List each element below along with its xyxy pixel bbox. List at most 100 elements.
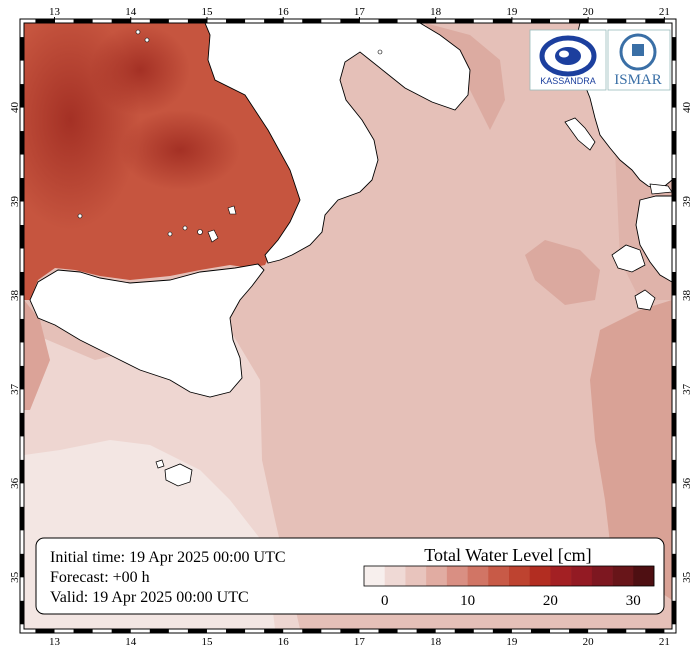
legend-tick-label: 30 <box>626 593 641 609</box>
border-check-left <box>20 600 24 625</box>
border-check-left <box>20 506 24 531</box>
land-sicily <box>29 263 265 398</box>
lat-tick-label-left: 37 <box>9 383 21 395</box>
land-kefalonia <box>611 244 646 273</box>
border-check-left <box>20 84 24 108</box>
border-check-bottom <box>149 629 169 633</box>
border-check-top <box>226 19 246 23</box>
border-check-top <box>645 19 665 23</box>
lon-tick-label-top: 14 <box>125 6 137 18</box>
border-check-left <box>20 271 24 296</box>
border-check-top <box>111 19 131 23</box>
legend-tick-label: 10 <box>460 593 475 609</box>
lon-tick-label-bottom: 18 <box>430 636 442 648</box>
legend-tick-label: 20 <box>543 593 558 609</box>
land-aeolian-2 <box>227 205 237 215</box>
border-check-top <box>607 19 627 23</box>
border-check-left <box>20 318 24 343</box>
border-check-right <box>672 178 676 202</box>
border-check-top <box>454 19 474 23</box>
legend-tick-label: 0 <box>381 593 389 609</box>
lat-tick-label-right: 38 <box>681 289 693 301</box>
lon-tick-label-bottom: 16 <box>278 636 290 648</box>
initial-time-text: Initial time: 19 Apr 2025 00:00 UTC <box>50 549 286 566</box>
land-ischia <box>135 29 141 35</box>
land-peloponnese <box>635 195 672 283</box>
legend-swatch <box>364 566 386 586</box>
map-border-scale <box>20 19 676 633</box>
border-check-right <box>672 271 676 296</box>
land-lefkada <box>649 183 672 195</box>
border-check-left <box>20 365 24 390</box>
border-check-bottom <box>607 629 627 633</box>
lon-tick-label-top: 13 <box>49 6 61 18</box>
border-check-right <box>672 412 676 437</box>
border-check-bottom <box>530 629 551 633</box>
border-check-right <box>672 600 676 625</box>
border-check-left <box>20 225 24 249</box>
info-panel: Initial time: 19 Apr 2025 00:00 UTC Fore… <box>35 537 665 615</box>
border-check-right <box>672 225 676 249</box>
border-check-top <box>378 19 398 23</box>
border-check-bottom <box>340 629 360 633</box>
lon-tick-label-top: 21 <box>659 6 670 18</box>
land-ustica <box>77 213 83 219</box>
border-check-bottom <box>569 629 589 633</box>
lon-tick-label-top: 16 <box>278 6 290 18</box>
lat-tick-label-left: 40 <box>9 102 21 114</box>
legend-swatch <box>550 566 572 586</box>
lat-tick-label-right: 40 <box>681 102 693 114</box>
lat-tick-label-left: 36 <box>9 477 21 489</box>
color-legend: Total Water Level [cm] 0 10 20 30 <box>363 545 655 609</box>
border-check-top <box>340 19 360 23</box>
border-check-top <box>149 19 169 23</box>
logos: KASSANDRA ISMAR <box>529 29 671 91</box>
legend-swatch <box>612 566 634 586</box>
lon-tick-label-bottom: 14 <box>125 636 137 648</box>
lon-tick-label-top: 20 <box>583 6 595 18</box>
legend-swatch <box>426 566 448 586</box>
border-check-left <box>20 37 24 61</box>
legend-swatch <box>467 566 489 586</box>
border-check-bottom <box>264 629 284 633</box>
legend-swatch <box>446 566 468 586</box>
legend-swatch <box>488 566 510 586</box>
border-check-right <box>672 506 676 531</box>
sea-field-mid-west <box>24 300 50 410</box>
sea-field-tyrrhenian-core2 <box>120 110 240 190</box>
land-malta <box>164 463 193 487</box>
border-check-right <box>672 365 676 390</box>
border-check-bottom <box>645 629 665 633</box>
border-check-bottom <box>302 629 322 633</box>
border-check-bottom <box>111 629 131 633</box>
border-check-bottom <box>492 629 512 633</box>
border-check-right <box>672 37 676 61</box>
sea-field-mid-east <box>590 300 672 600</box>
land-corfu <box>564 117 596 151</box>
cnr-ismar-inner-icon <box>632 44 644 56</box>
lon-tick-label-top: 19 <box>506 6 518 18</box>
lon-tick-label-bottom: 17 <box>354 636 366 648</box>
border-check-top <box>569 19 589 23</box>
border-check-bottom <box>416 629 436 633</box>
lat-tick-label-left: 35 <box>9 571 21 583</box>
logo-right-box <box>607 29 671 91</box>
legend-colorbar-frame <box>363 565 655 587</box>
lon-tick-label-bottom: 21 <box>659 636 670 648</box>
legend-colorbar <box>363 565 655 587</box>
land-aeolian-1 <box>207 229 219 243</box>
coordinate-labels: 13 13 14 14 15 15 16 16 17 17 18 18 19 19 20 20 21 21 35 35… <box>9 6 693 648</box>
land-gozo <box>155 459 165 469</box>
cnr-ismar-icon <box>619 33 657 71</box>
border-check-top <box>264 19 284 23</box>
border-check-right <box>672 553 676 578</box>
border-check-top <box>73 19 93 23</box>
lat-tick-label-right: 36 <box>681 477 693 489</box>
lat-tick-label-left: 39 <box>9 196 21 208</box>
border-check-bottom <box>226 629 246 633</box>
land-zakynthos <box>634 289 656 311</box>
legend-title: Total Water Level [cm] <box>424 545 591 565</box>
legend-swatch <box>633 566 655 586</box>
border-check-top <box>530 19 551 23</box>
